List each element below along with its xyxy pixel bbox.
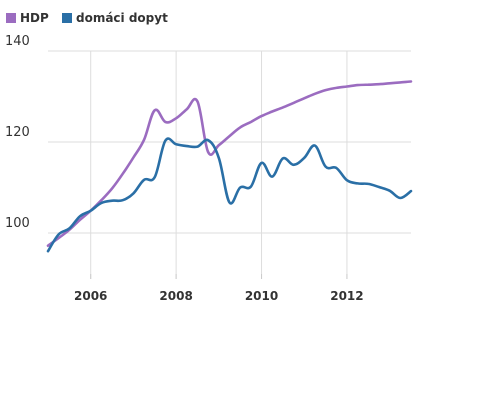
legend: HDP domáci dopyt xyxy=(6,11,168,25)
legend-swatch-hdp xyxy=(6,13,16,23)
x-tick-label: 2006 xyxy=(74,289,107,303)
series-line-domaci-dopyt xyxy=(46,137,413,253)
legend-swatch-domaci-dopyt xyxy=(62,13,72,23)
grid xyxy=(48,50,411,279)
y-axis: 100 120 140 xyxy=(5,34,30,231)
legend-label-domaci-dopyt: domáci dopyt xyxy=(76,11,168,25)
legend-label-hdp: HDP xyxy=(20,11,49,25)
y-tick-label: 120 xyxy=(5,125,30,140)
series-lines xyxy=(46,80,413,253)
x-tick-label: 2008 xyxy=(159,289,192,303)
y-tick-label: 140 xyxy=(5,34,30,49)
series-line-hdp xyxy=(46,80,413,247)
x-tick-label: 2010 xyxy=(245,289,278,303)
x-tick-label: 2012 xyxy=(330,289,363,303)
x-axis: 2006 2008 2010 2012 xyxy=(74,274,364,303)
y-tick-label: 100 xyxy=(5,216,30,231)
